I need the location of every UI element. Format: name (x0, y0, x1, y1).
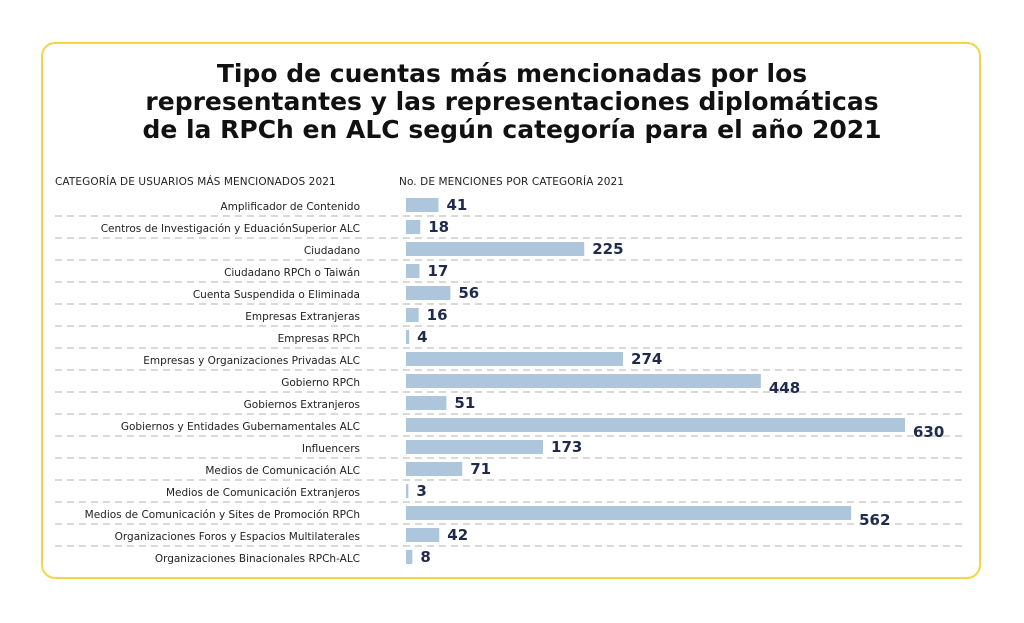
category-label: Centros de Investigación y EduaciónSuper… (101, 223, 360, 235)
title-line-1: Tipo de cuentas más mencionadas por los (216, 59, 808, 88)
bar (406, 396, 447, 410)
category-label: Medios de Comunicación y Sites de Promoc… (85, 509, 360, 521)
category-label: Ciudadano RPCh o Taiwán (224, 267, 360, 279)
category-label: Gobiernos Extranjeros (244, 399, 360, 411)
bar (406, 506, 852, 520)
bar (406, 330, 410, 344)
bar (406, 418, 905, 432)
bar (406, 220, 421, 234)
chart-title: Tipo de cuentas más mencionadas por los … (0, 60, 1024, 144)
bar (406, 242, 585, 256)
category-label: Gobierno RPCh (281, 377, 360, 389)
value-label: 41 (446, 196, 467, 214)
value-label: 56 (458, 284, 479, 302)
title-line-2: representantes y las representaciones di… (145, 87, 879, 116)
category-label: Organizaciones Foros y Espacios Multilat… (115, 531, 360, 543)
bar (406, 264, 420, 278)
bar (406, 440, 544, 454)
value-label: 18 (428, 218, 449, 236)
value-column-header: No. DE MENCIONES POR CATEGORÍA 2021 (399, 176, 625, 188)
value-label: 562 (859, 511, 890, 529)
bar (406, 374, 761, 388)
bar (406, 308, 419, 322)
bar (406, 198, 439, 212)
category-label: Cuenta Suspendida o Eliminada (193, 289, 360, 301)
bar (406, 462, 463, 476)
value-label: 3 (416, 482, 426, 500)
category-label: Empresas RPCh (278, 333, 360, 345)
category-label: Influencers (302, 443, 360, 455)
bar (406, 286, 451, 300)
value-label: 4 (417, 328, 427, 346)
category-label: Empresas Extranjeras (245, 311, 360, 323)
value-label: 630 (913, 423, 944, 441)
value-label: 173 (551, 438, 582, 456)
category-column-header: CATEGORÍA DE USUARIOS MÁS MENCIONADOS 20… (55, 176, 336, 188)
bar (406, 352, 624, 366)
value-label: 448 (769, 379, 800, 397)
value-label: 16 (427, 306, 448, 324)
value-label: 225 (592, 240, 623, 258)
category-label: Empresas y Organizaciones Privadas ALC (143, 355, 360, 367)
value-label: 17 (427, 262, 448, 280)
title-line-3: de la RPCh en ALC según categoría para e… (142, 115, 882, 144)
value-label: 71 (470, 460, 491, 478)
bar (406, 528, 440, 542)
category-label: Medios de Comunicación Extranjeros (166, 487, 360, 499)
category-label: Gobiernos y Entidades Gubernamentales AL… (121, 421, 360, 433)
value-label: 51 (454, 394, 475, 412)
category-label: Ciudadano (304, 245, 360, 257)
value-label: 42 (447, 526, 468, 544)
value-label: 274 (631, 350, 662, 368)
category-label: Medios de Comunicación ALC (205, 465, 360, 477)
value-label: 8 (420, 548, 430, 566)
category-label: Amplificador de Contenido (220, 201, 360, 213)
chart-card (41, 42, 981, 579)
bar (406, 484, 409, 498)
bar (406, 550, 413, 564)
category-label: Organizaciones Binacionales RPCh-ALC (155, 553, 360, 565)
